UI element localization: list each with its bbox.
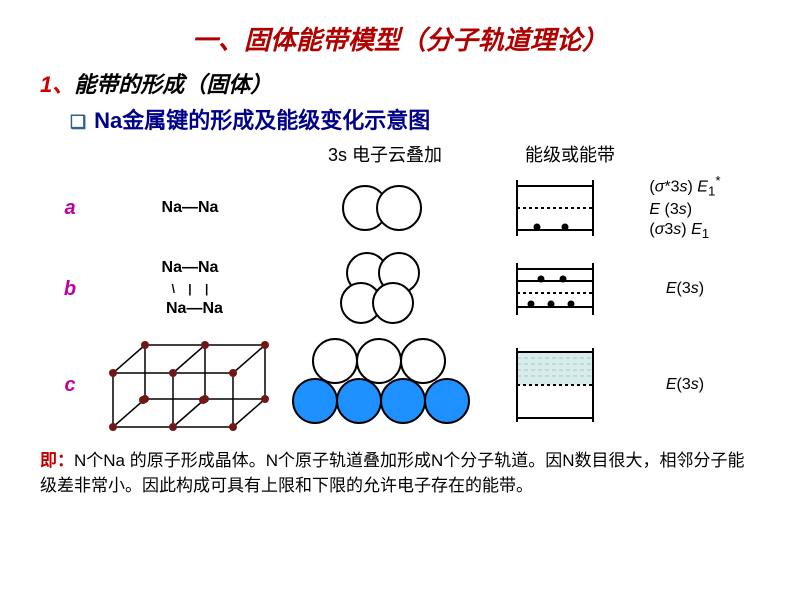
row-b-bond: Na—Na \ | | Na—Na: [157, 258, 223, 320]
row-c-label: c: [40, 374, 100, 397]
label-sigma-star: (σ*3s) E1*: [649, 173, 720, 200]
sec1-num: 1、: [40, 72, 74, 97]
row-b-band-label: E (3s): [620, 280, 750, 298]
col-header-bands: 能级或能带: [490, 141, 650, 167]
row-c-lattice: [100, 335, 280, 435]
row-a-band: [490, 178, 620, 238]
row-c-band: [490, 346, 620, 424]
row-c: c: [40, 335, 760, 435]
summary-lead: 即：: [40, 451, 74, 470]
page-title: 一、固体能带模型（分子轨道理论）: [40, 20, 760, 57]
sec1-txt: 能带的形成（固体）: [74, 72, 272, 97]
row-a-bond: Na—Na: [162, 198, 219, 219]
section-1: 1、能带的形成（固体）: [40, 67, 760, 99]
label-sigma: (σ3s) E1: [649, 220, 720, 243]
col-header-orbitals: 3s 电子云叠加: [280, 141, 490, 167]
row-b-label: b: [40, 278, 100, 301]
summary-text: 即：N个Na 的原子形成晶体。N个原子轨道叠加形成N个分子轨道。因N数目很大，相…: [40, 449, 760, 498]
summary-body: N个Na 的原子形成晶体。N个原子轨道叠加形成N个分子轨道。因N数目很大，相邻分…: [40, 451, 745, 495]
section-2: ❑ Na金属键的形成及能级变化示意图: [70, 103, 760, 135]
row-a: a Na—Na (σ*3s) E1* E (3s) (σ3s) E1: [40, 173, 760, 243]
row-b-orbitals: [280, 249, 490, 329]
row-c-orbitals: [280, 335, 490, 435]
bullet-icon: ❑: [70, 112, 86, 133]
row-a-label: a: [40, 197, 100, 220]
label-e3s-a: E (3s): [649, 200, 720, 220]
sec2-txt: Na金属键的形成及能级变化示意图: [94, 108, 430, 133]
row-a-band-labels: (σ*3s) E1* E (3s) (σ3s) E1: [620, 173, 750, 243]
row-b: b Na—Na \ | | Na—Na: [40, 249, 760, 329]
row-a-orbitals: [280, 182, 490, 234]
row-c-band-label: E (3s): [620, 376, 750, 394]
row-b-band: [490, 261, 620, 317]
